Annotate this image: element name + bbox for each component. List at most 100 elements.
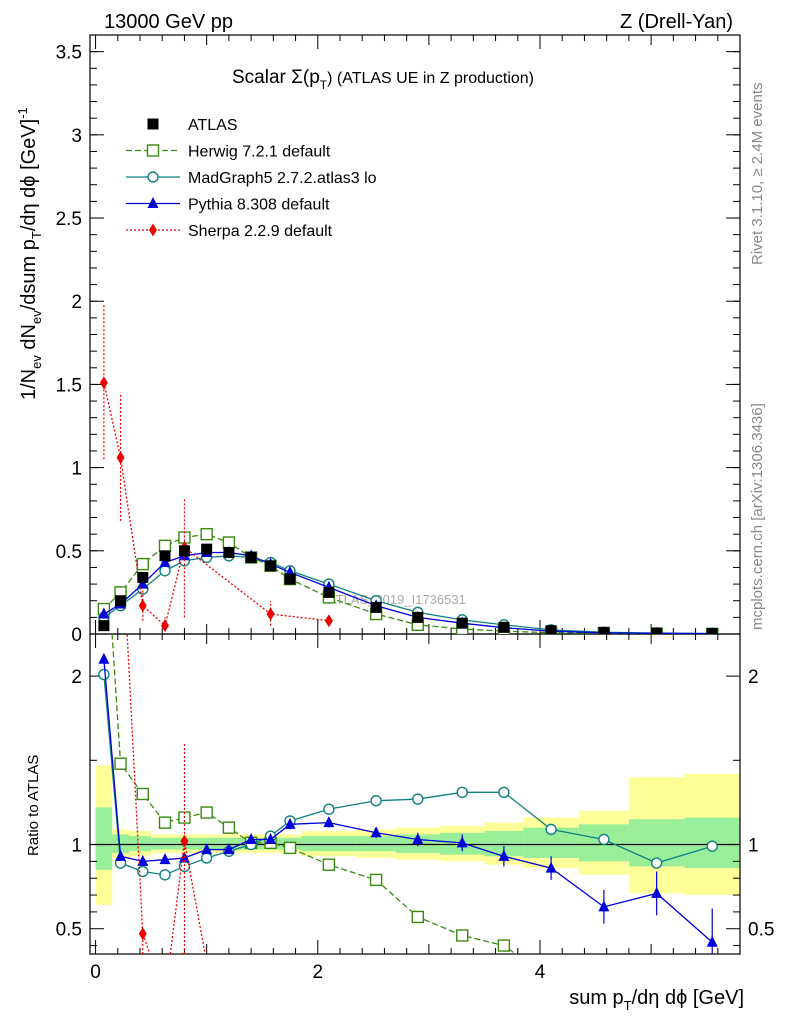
pythia-ratio-point	[498, 849, 510, 861]
madgraph-ratio-point	[545, 823, 557, 836]
ratio-y-tick-label: 0.5	[56, 920, 82, 941]
herwig-ratio-point	[411, 910, 424, 924]
ratio-y-tick-label-right: 2	[748, 667, 759, 688]
y-tick-label: 2.5	[56, 209, 82, 230]
legend-marker	[149, 223, 157, 237]
pythia-ratio-point	[456, 836, 468, 848]
band-inner-bin	[301, 836, 357, 852]
atlas-point	[178, 545, 190, 557]
atlas-point	[115, 595, 127, 607]
madgraph-ratio-point	[650, 857, 663, 869]
sherpa-point	[266, 607, 275, 621]
madgraph-ratio-point	[456, 786, 468, 799]
herwig-ratio-point	[158, 816, 172, 829]
herwig-point	[200, 527, 213, 541]
pythia-ratio-point	[265, 832, 277, 844]
pythia-ratio-point	[115, 849, 127, 861]
pythia-ratio-point	[284, 817, 296, 829]
herwig-ratio-point	[114, 757, 127, 770]
x-tick-label: 0	[90, 962, 101, 983]
plot-title: Scalar Σ(pT) (ATLAS UE in Z production)	[232, 67, 534, 92]
axis-ticks: 0 0.5 1 1.5 2 2.5 3 3.5 0.5 0.5 1 1 2 2 0 2 4	[56, 35, 774, 983]
pythia-ratio-point	[412, 832, 424, 844]
sherpa-ratio-point	[138, 927, 147, 941]
y-tick-label: 3	[71, 126, 82, 147]
madgraph-ratio-point	[370, 795, 382, 807]
y-tick-label: 0.5	[56, 542, 82, 563]
ratio-y-tick-label: 2	[71, 667, 82, 688]
herwig-ratio-line	[111, 634, 517, 954]
legend-marker	[146, 144, 160, 157]
herwig-ratio-point	[200, 806, 213, 819]
mcplots-label: mcplots.cern.ch [arXiv:1306.3436]	[749, 403, 766, 630]
pythia-point	[137, 577, 149, 589]
pythia-ratio-point	[323, 816, 335, 828]
atlas-point	[159, 550, 171, 562]
herwig-ratio-point	[283, 841, 297, 855]
madgraph-ratio-point	[200, 852, 213, 864]
atlas-point	[223, 546, 235, 558]
y-tick-label: 1.5	[56, 375, 82, 396]
sherpa-point	[116, 451, 125, 465]
sherpa-ratio-point	[180, 834, 189, 848]
herwig-ratio-point	[136, 787, 149, 801]
atlas-point	[265, 560, 277, 572]
herwig-ratio-point	[222, 821, 236, 834]
madgraph-ratio-point	[498, 786, 510, 799]
pythia-ratio-point	[98, 652, 110, 664]
herwig-ratio-point	[456, 929, 469, 942]
legend-marker	[147, 118, 159, 130]
atlas-point	[370, 601, 382, 613]
pythia-ratio-point	[223, 843, 235, 855]
legend-label: Herwig 7.2.1 default	[188, 144, 331, 161]
atlas-point	[498, 621, 510, 633]
herwig-point	[158, 539, 172, 553]
atlas-point	[284, 573, 296, 585]
atlas-point	[98, 620, 110, 632]
x-tick-label: 4	[535, 962, 546, 983]
legend-label: Pythia 8.308 default	[188, 197, 330, 214]
x-tick-label: 2	[312, 962, 323, 983]
madgraph-point	[159, 565, 171, 577]
atlas-point	[412, 611, 424, 623]
y-tick-label: 3.5	[56, 43, 82, 64]
legend-marker	[147, 171, 159, 183]
pythia-ratio-point	[598, 900, 610, 912]
atlas-point	[456, 617, 468, 629]
pythia-ratio-point	[201, 843, 213, 855]
ratio-y-tick-label-right: 1	[748, 836, 759, 857]
sherpa-point	[99, 376, 108, 390]
legend: ATLAS Herwig 7.2.1 default MadGraph5 2.7.2…	[126, 117, 377, 240]
x-axis-label: sum pT/dη dϕ [GeV]	[569, 987, 744, 1013]
ratio-y-axis-label: Ratio to ATLAS	[25, 755, 42, 856]
legend-label: ATLAS	[188, 117, 238, 134]
herwig-line	[103, 533, 713, 634]
y-tick-label: 2	[71, 292, 82, 313]
band-inner-bin	[356, 836, 396, 852]
y-tick-label: 0	[71, 625, 82, 646]
pythia-ratio-point	[370, 826, 382, 838]
sherpa-point	[324, 614, 333, 628]
band-inner-bin	[151, 837, 174, 850]
pythia-ratio-point	[137, 854, 149, 866]
herwig-ratio-point	[322, 858, 336, 871]
pythia-ratio-point	[545, 861, 557, 873]
sherpa-point	[161, 619, 169, 633]
atlas-point	[598, 626, 610, 634]
atlas-point	[651, 627, 663, 634]
madgraph-ratio-point	[412, 793, 424, 805]
pythia-point	[159, 555, 171, 567]
rivet-label: Rivet 3.1.10, ≥ 2.4M events	[749, 83, 766, 266]
band-inner-bin	[112, 834, 129, 853]
sherpa-point	[138, 599, 147, 613]
madgraph-ratio-point	[159, 869, 171, 881]
madgraph-ratio-point	[323, 803, 335, 815]
madgraph-ratio-point	[137, 865, 149, 878]
ratio-y-tick-label-right: 0.5	[748, 920, 774, 941]
ratio-y-tick-label: 1	[71, 836, 82, 857]
atlas-point	[706, 628, 718, 634]
ratio-panel-series	[98, 634, 718, 954]
atlas-point	[545, 625, 557, 634]
herwig-ratio-point	[369, 873, 383, 887]
